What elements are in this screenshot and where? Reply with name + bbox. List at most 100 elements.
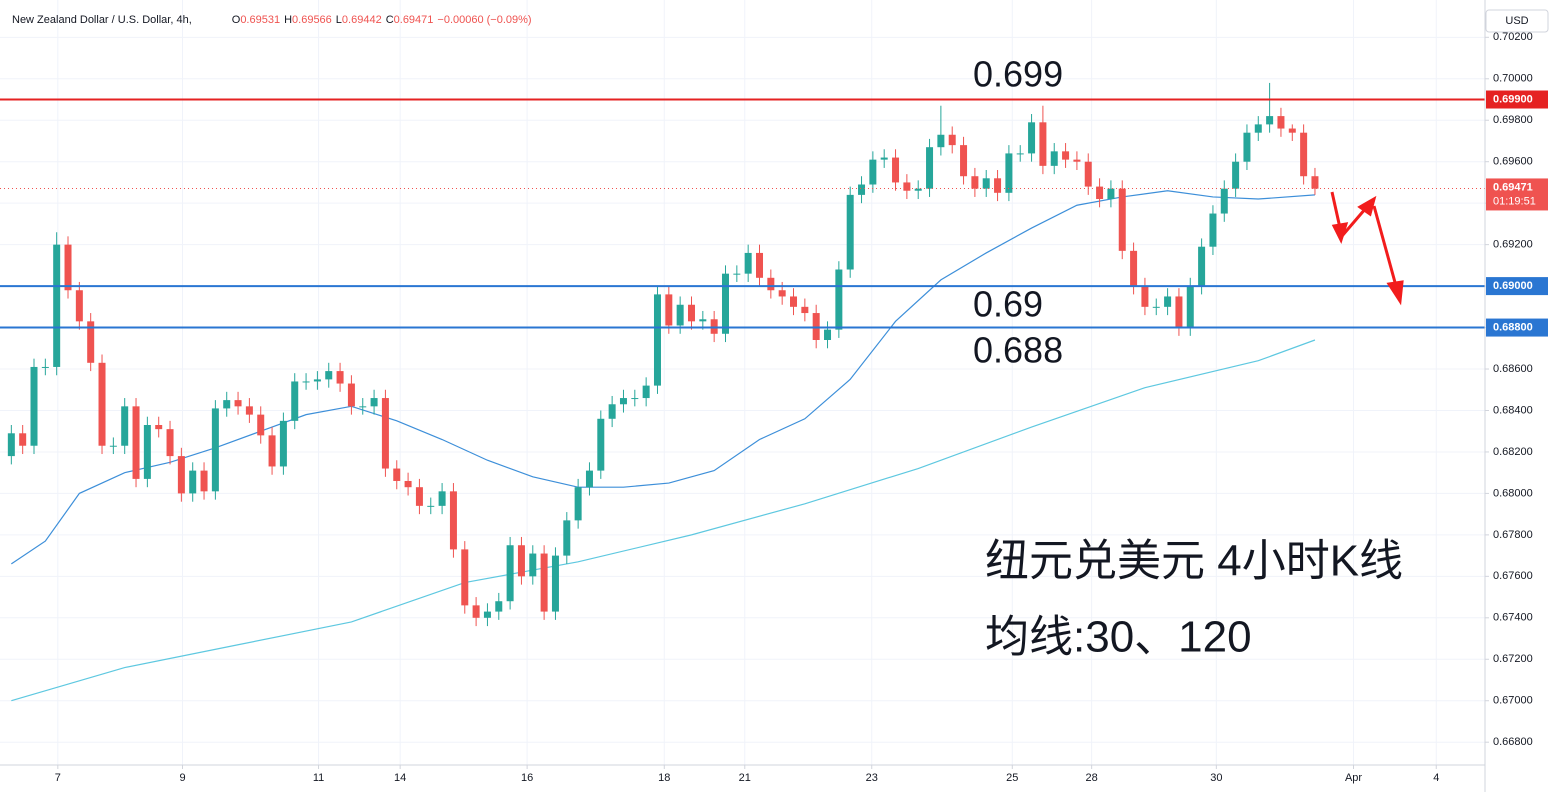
plot <box>0 82 1485 702</box>
y-tick-label: 0.67400 <box>1493 612 1533 624</box>
candle-body <box>619 398 627 405</box>
y-tick-label: 0.70200 <box>1493 31 1533 43</box>
level-label-box <box>1486 277 1548 296</box>
legend-key: C <box>386 14 394 26</box>
candle-body <box>121 406 129 446</box>
candle-body <box>87 321 95 363</box>
candle-body <box>1254 124 1262 133</box>
candle-body <box>1050 151 1058 166</box>
candle-body <box>824 329 832 340</box>
x-tick-label: 7 <box>55 772 61 784</box>
legend-key: H <box>284 14 292 26</box>
candle-body <box>313 379 321 382</box>
candle-body <box>483 611 491 618</box>
level-label-box <box>1486 318 1548 337</box>
candle-body <box>1232 161 1240 189</box>
candle-body <box>756 252 764 278</box>
y-tick-label: 0.70000 <box>1493 73 1533 85</box>
candle-body <box>914 188 922 191</box>
candle-body <box>733 273 741 275</box>
candle-body <box>75 290 83 322</box>
x-tick-label: 4 <box>1433 772 1439 784</box>
candle-body <box>189 470 197 494</box>
note: 均线:30、120 <box>985 613 1252 662</box>
arrow <box>1372 205 1398 287</box>
candle-body <box>98 362 106 446</box>
axes: 0.66800 0.67000 0.67200 0.67400 0.67600 0.678… <box>55 31 1548 784</box>
y-tick-label: 0.68400 <box>1493 404 1533 416</box>
candle-body <box>291 381 299 421</box>
candle-body <box>971 176 979 189</box>
moving-average <box>11 190 1316 565</box>
x-tick-label: 9 <box>179 772 185 784</box>
candle-body <box>551 555 559 612</box>
candle-body <box>642 385 650 399</box>
candle-body <box>699 319 707 322</box>
candle-body <box>1028 122 1036 154</box>
candle-body <box>279 420 287 467</box>
candle-body <box>1084 161 1092 187</box>
candle-body <box>937 134 945 148</box>
candle-body <box>41 366 49 368</box>
candle-body <box>234 400 242 407</box>
candle-body <box>19 433 27 446</box>
candle-body <box>835 269 843 330</box>
candle-body <box>926 147 934 189</box>
candle-body <box>223 400 231 409</box>
candle-body <box>495 601 503 612</box>
last-price-box <box>1486 178 1548 211</box>
level-label-box <box>1486 90 1548 109</box>
candle-body <box>449 491 457 550</box>
candle-body <box>880 157 888 160</box>
candle-body <box>53 244 61 367</box>
y-tick-label: 0.67600 <box>1493 570 1533 582</box>
candle-body <box>653 294 661 386</box>
legend-key: L <box>336 14 342 26</box>
x-tick-label: 25 <box>1006 772 1018 784</box>
candle-body <box>597 418 605 471</box>
candle-body <box>1107 188 1115 200</box>
candle-body <box>336 371 344 384</box>
y-tick-label: 0.69200 <box>1493 239 1533 251</box>
annotation: 0.688 <box>973 330 1063 371</box>
candle-body <box>1130 250 1138 287</box>
y-tick-label: 0.68000 <box>1493 487 1533 499</box>
candle-body <box>574 487 582 521</box>
candle-body <box>325 371 333 380</box>
x-tick-label: 11 <box>313 772 324 784</box>
x-tick-label: 30 <box>1210 772 1222 784</box>
candle-body <box>1300 132 1308 177</box>
candle-body <box>132 406 140 479</box>
legend-value: 0.69566 <box>292 14 332 26</box>
candle-body <box>767 277 775 291</box>
candle-body <box>1209 213 1217 247</box>
candle-body <box>211 408 219 492</box>
candle-body <box>461 549 469 606</box>
candle-body <box>143 425 151 479</box>
candle-body <box>1073 159 1081 162</box>
y-tick-label: 0.67800 <box>1493 529 1533 541</box>
candle-body <box>982 178 990 189</box>
candle-body <box>517 545 525 577</box>
candle-body <box>1243 132 1251 162</box>
candle-body <box>790 296 798 307</box>
candle-body <box>347 383 355 407</box>
y-tick-label: 0.69800 <box>1493 114 1533 126</box>
candle-body <box>393 468 401 481</box>
candle-body <box>1096 186 1104 200</box>
candle-body <box>631 398 639 400</box>
candle-body <box>721 273 729 334</box>
candle-body <box>177 456 185 494</box>
candle-body <box>1016 153 1024 155</box>
candle-body <box>1198 246 1206 287</box>
legend-key: O <box>232 14 241 26</box>
candle-body <box>540 553 548 612</box>
candle-body <box>438 491 446 506</box>
x-tick-label: 16 <box>521 772 533 784</box>
candle-body <box>903 182 911 191</box>
candle-body <box>608 404 616 419</box>
candle-body <box>1220 188 1228 214</box>
candle-body <box>30 366 38 446</box>
candle-body <box>427 505 435 507</box>
y-tick-label: 0.68200 <box>1493 446 1533 458</box>
